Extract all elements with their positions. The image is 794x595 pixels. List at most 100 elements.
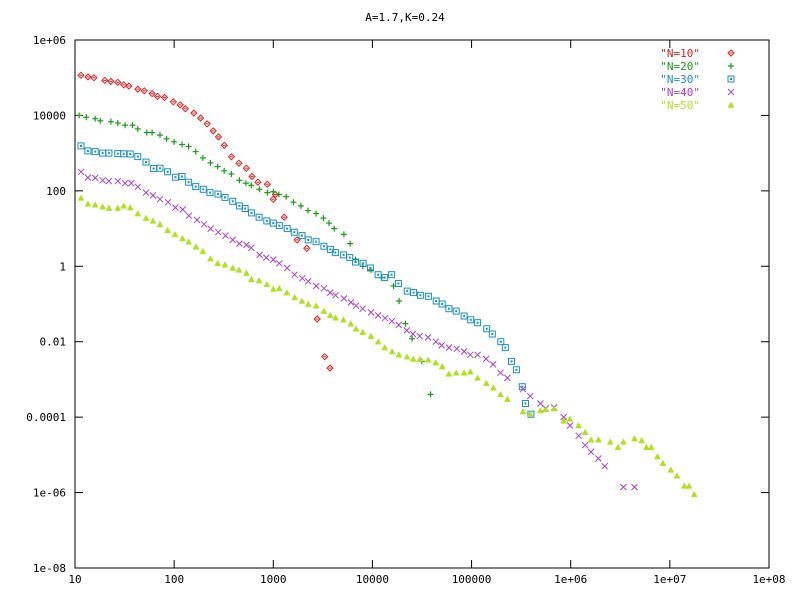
chart-title: A=1.7,K=0.24 bbox=[365, 11, 445, 24]
data-point bbox=[150, 165, 158, 173]
y-tick: 1e-08 bbox=[33, 562, 769, 575]
x-tick: 1e+08 bbox=[752, 40, 786, 586]
data-point bbox=[340, 295, 348, 302]
data-point bbox=[105, 149, 113, 157]
data-point bbox=[332, 314, 339, 321]
data-point bbox=[235, 266, 243, 273]
data-point bbox=[581, 441, 589, 449]
data-point bbox=[620, 438, 627, 445]
data-point bbox=[467, 368, 474, 375]
data-point bbox=[403, 326, 411, 334]
data-point bbox=[99, 203, 106, 210]
data-point bbox=[221, 261, 229, 268]
data-point bbox=[114, 150, 122, 158]
data-point bbox=[269, 256, 277, 264]
data-point bbox=[256, 251, 264, 259]
data-point bbox=[235, 202, 243, 210]
data-point bbox=[96, 117, 104, 125]
data-point bbox=[171, 231, 179, 238]
data-point bbox=[483, 379, 490, 386]
data-point bbox=[275, 259, 283, 267]
data-point bbox=[282, 193, 290, 201]
x-tick: 100 bbox=[164, 40, 184, 586]
data-point bbox=[143, 129, 151, 137]
data-point bbox=[305, 300, 312, 307]
data-point bbox=[270, 285, 277, 292]
data-point bbox=[388, 317, 396, 325]
data-point bbox=[432, 338, 440, 346]
y-tick: 1 bbox=[59, 260, 769, 273]
data-point bbox=[474, 319, 482, 327]
data-point bbox=[84, 174, 92, 182]
data-point bbox=[403, 287, 411, 295]
y-tick-label: 0.01 bbox=[40, 336, 67, 349]
data-point bbox=[241, 205, 249, 212]
data-point bbox=[497, 391, 504, 398]
data-point bbox=[319, 214, 327, 222]
data-point bbox=[659, 459, 667, 466]
legend-marker bbox=[727, 101, 735, 108]
data-point bbox=[142, 158, 150, 166]
data-point bbox=[374, 311, 382, 319]
data-point bbox=[352, 325, 360, 332]
data-point bbox=[185, 238, 192, 245]
data-point bbox=[276, 285, 283, 292]
data-point bbox=[164, 168, 172, 176]
data-point bbox=[320, 284, 328, 292]
x-tick-label: 1e+07 bbox=[653, 573, 686, 586]
data-point bbox=[312, 302, 320, 309]
legend-label: "N=10" bbox=[660, 47, 700, 60]
data-point bbox=[522, 400, 529, 407]
data-point bbox=[156, 164, 164, 172]
data-point bbox=[134, 183, 142, 191]
x-tick-label: 10000 bbox=[356, 573, 389, 586]
data-point bbox=[519, 408, 527, 415]
data-point bbox=[474, 374, 481, 381]
data-point bbox=[248, 173, 256, 180]
data-point bbox=[445, 344, 453, 352]
data-point bbox=[91, 115, 99, 123]
data-point bbox=[347, 298, 355, 306]
data-point bbox=[673, 472, 681, 479]
data-point bbox=[84, 73, 92, 81]
data-point bbox=[178, 140, 186, 149]
data-point bbox=[134, 85, 142, 93]
data-point bbox=[149, 217, 157, 224]
data-point bbox=[91, 148, 99, 156]
data-point bbox=[207, 255, 214, 262]
x-tick-label: 1000 bbox=[260, 573, 287, 586]
data-point bbox=[474, 351, 482, 359]
data-point bbox=[269, 219, 277, 227]
legend-item: "N=20" bbox=[660, 60, 735, 73]
data-point bbox=[381, 344, 388, 351]
data-point bbox=[156, 221, 164, 228]
data-point bbox=[254, 178, 262, 186]
data-point bbox=[126, 150, 134, 158]
data-point bbox=[207, 225, 215, 233]
data-point bbox=[181, 105, 189, 113]
data-point bbox=[536, 400, 544, 407]
data-point bbox=[105, 177, 113, 185]
data-point bbox=[84, 147, 92, 155]
data-point bbox=[460, 312, 468, 320]
data-point bbox=[120, 202, 127, 209]
data-point bbox=[142, 214, 150, 221]
data-point bbox=[432, 297, 440, 305]
data-point bbox=[263, 180, 271, 188]
data-point bbox=[280, 213, 288, 221]
x-tick-label: 1e+08 bbox=[752, 573, 785, 586]
data-point bbox=[346, 254, 354, 262]
legend-marker bbox=[727, 62, 735, 70]
data-point bbox=[587, 448, 595, 456]
data-point bbox=[409, 330, 417, 338]
data-point bbox=[685, 482, 693, 489]
data-point bbox=[508, 357, 515, 365]
data-point bbox=[512, 366, 520, 374]
data-point bbox=[321, 353, 329, 361]
data-point bbox=[127, 179, 135, 187]
y-tick: 100 bbox=[46, 185, 769, 198]
data-point bbox=[156, 195, 164, 203]
data-point bbox=[114, 204, 122, 211]
data-point bbox=[169, 98, 177, 106]
